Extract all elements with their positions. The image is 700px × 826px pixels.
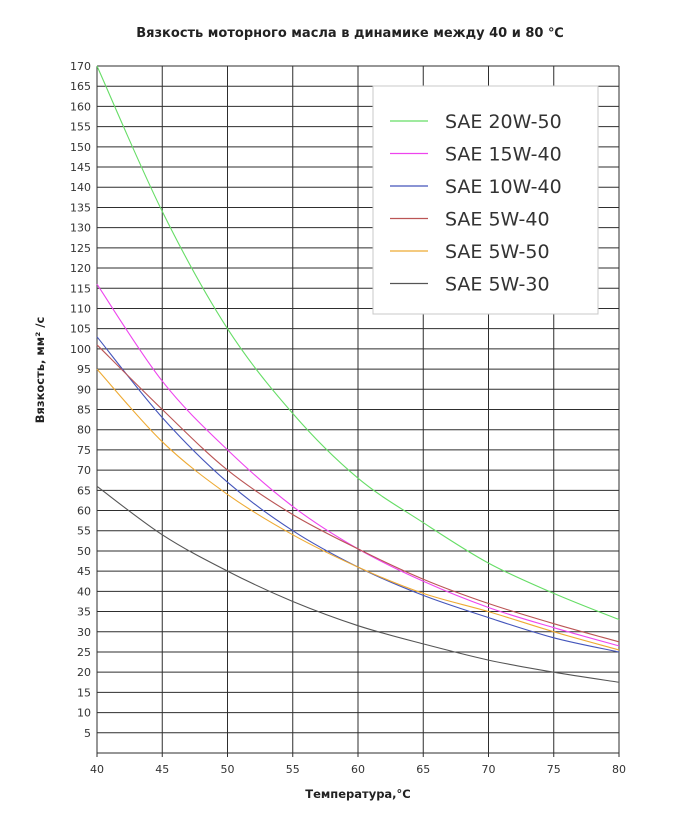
tick-labels: 5 10 15 20 25 30 35 40 45 50 55 60 65 70 75 80 85 90 95 100…: [70, 60, 626, 776]
y-tick-label: 115: [70, 282, 91, 295]
plot-series: [96, 65, 620, 683]
legend: SAE 20W-50 SAE 15W-40 SAE 10W-40 SAE 5W-40 S…: [372, 85, 599, 315]
y-tick-label: 100: [70, 343, 91, 356]
y-tick-label: 40: [77, 585, 91, 598]
y-tick-label: 85: [77, 404, 91, 417]
legend-label: SAE 5W-40: [445, 209, 550, 231]
y-tick-label: 10: [77, 707, 91, 720]
y-tick-label: 160: [70, 100, 91, 113]
legend-label: SAE 15W-40: [445, 144, 562, 166]
y-tick-label: 155: [70, 121, 91, 134]
y-tick-label: 45: [77, 565, 91, 578]
legend-label: SAE 5W-30: [445, 274, 550, 296]
x-axis-title: Температура,°C: [305, 787, 411, 801]
y-tick-label: 75: [77, 444, 91, 457]
y-axis-title: Вязкость, мм² /с: [33, 317, 47, 424]
legend-box: [372, 85, 599, 315]
y-tick-label: 30: [77, 626, 91, 639]
y-tick-label: 5: [84, 727, 91, 740]
y-tick-label: 120: [70, 262, 91, 275]
y-tick-label: 145: [70, 161, 91, 174]
y-tick-label: 170: [70, 60, 91, 73]
x-tick-label: 65: [416, 763, 430, 776]
legend-label: SAE 20W-50: [445, 111, 562, 133]
y-tick-label: 150: [70, 141, 91, 154]
legend-label: SAE 5W-50: [445, 241, 550, 263]
series-line: [96, 344, 620, 643]
legend-label: SAE 10W-40: [445, 176, 562, 198]
y-tick-label: 90: [77, 383, 91, 396]
series-line: [96, 65, 620, 621]
y-tick-label: 80: [77, 424, 91, 437]
x-tick-label: 45: [155, 763, 169, 776]
x-tick-label: 60: [351, 763, 365, 776]
y-tick-label: 55: [77, 525, 91, 538]
y-tick-label: 25: [77, 646, 91, 659]
y-tick-label: 125: [70, 242, 91, 255]
x-tick-label: 80: [612, 763, 626, 776]
y-tick-label: 35: [77, 606, 91, 619]
y-tick-label: 15: [77, 686, 91, 699]
y-tick-label: 60: [77, 505, 91, 518]
y-tick-label: 135: [70, 201, 91, 214]
x-tick-label: 55: [286, 763, 300, 776]
x-tick-label: 50: [221, 763, 235, 776]
y-tick-label: 110: [70, 302, 91, 315]
x-tick-label: 40: [90, 763, 104, 776]
y-tick-label: 95: [77, 363, 91, 376]
y-tick-label: 65: [77, 484, 91, 497]
y-tick-label: 105: [70, 323, 91, 336]
series-line: [96, 485, 620, 683]
x-tick-label: 70: [482, 763, 496, 776]
y-tick-label: 20: [77, 666, 91, 679]
series-line: [96, 368, 620, 651]
y-tick-label: 70: [77, 464, 91, 477]
x-tick-label: 75: [547, 763, 561, 776]
y-tick-label: 130: [70, 222, 91, 235]
y-tick-label: 140: [70, 181, 91, 194]
chart-title: Вязкость моторного масла в динамике межд…: [136, 26, 563, 41]
y-tick-label: 50: [77, 545, 91, 558]
y-tick-label: 165: [70, 80, 91, 93]
